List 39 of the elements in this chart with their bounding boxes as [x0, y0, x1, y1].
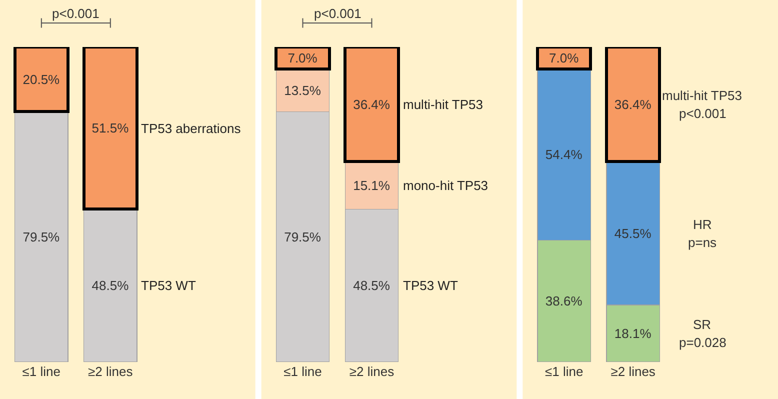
- data-label: 36.4%: [353, 96, 390, 112]
- series-label: multi-hit TP53: [403, 97, 483, 112]
- x-tick-label: ≥2 lines: [349, 364, 395, 379]
- text: HR: [693, 217, 712, 232]
- series-label: TP53 WT: [403, 278, 458, 293]
- data-label: 79.5%: [284, 229, 322, 244]
- text: p<0.001: [679, 106, 726, 121]
- text: p<0.001: [52, 6, 100, 21]
- data-label: 48.5%: [353, 278, 390, 294]
- data-label: 36.4%: [614, 96, 652, 112]
- series-label: multi-hit TP53: [662, 88, 742, 103]
- text: SR: [693, 317, 712, 332]
- text: p=ns: [688, 235, 718, 250]
- x-tick-label: ≤1 line: [544, 364, 584, 379]
- text: p<0.001: [314, 6, 362, 21]
- data-label: 79.5%: [22, 229, 60, 244]
- data-label: 15.1%: [353, 178, 390, 193]
- data-label: 38.6%: [545, 294, 583, 309]
- bar: [344, 47, 400, 164]
- bar: [274, 47, 331, 71]
- data-label: 20.5%: [22, 72, 60, 87]
- data-label: 13.5%: [284, 82, 322, 98]
- series-label: mono-hit TP53: [403, 178, 488, 193]
- series-label: TP53 WT: [141, 278, 196, 293]
- x-tick-label: ≥2 lines: [610, 364, 656, 379]
- text: p=0.028: [679, 335, 726, 350]
- data-label: 51.5%: [92, 120, 130, 136]
- x-tick-label: ≤1 line: [22, 364, 61, 379]
- data-label: 48.5%: [92, 278, 130, 294]
- data-label: 7.0%: [288, 50, 318, 66]
- data-label: 7.0%: [549, 50, 580, 66]
- data-label: 18.1%: [614, 326, 652, 341]
- bar: [605, 47, 662, 164]
- data-label: 45.5%: [614, 226, 652, 241]
- bar: [536, 47, 592, 71]
- series-label: TP53 aberrations: [141, 121, 242, 136]
- x-tick-label: ≤1 line: [284, 364, 322, 379]
- x-tick-label: ≥2 lines: [88, 364, 134, 379]
- data-label: 54.4%: [545, 147, 583, 162]
